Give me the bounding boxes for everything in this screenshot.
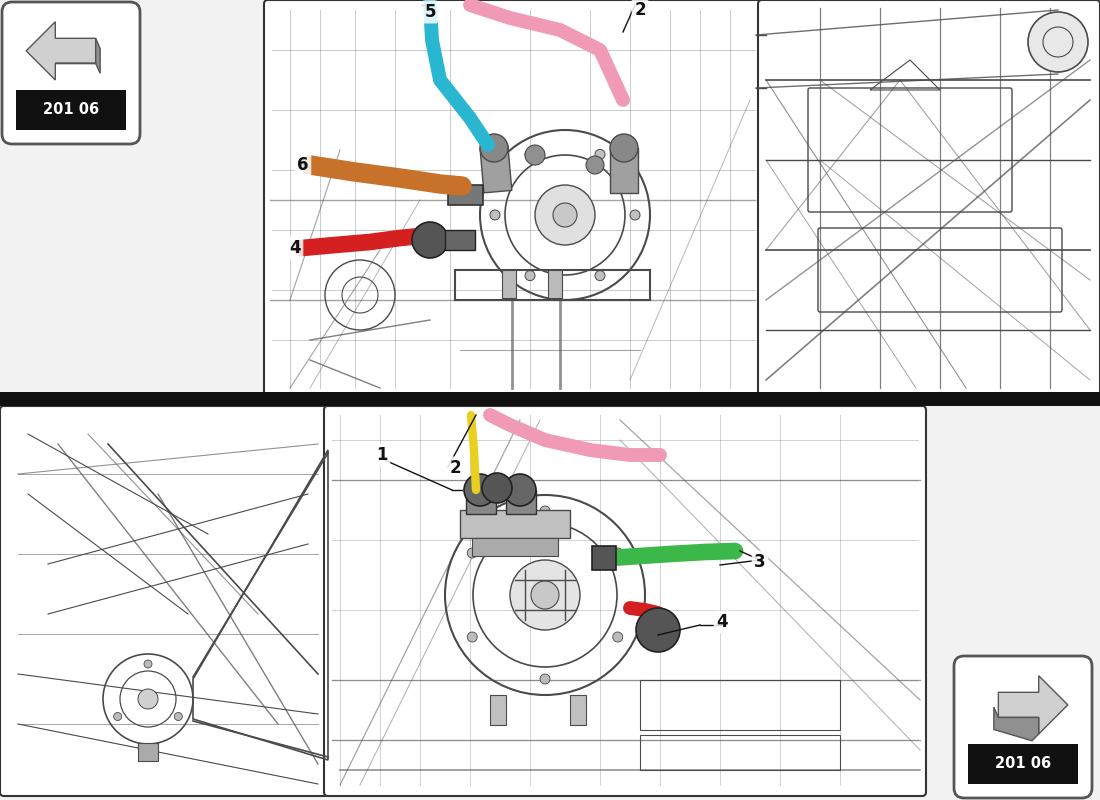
Circle shape (144, 660, 152, 668)
FancyBboxPatch shape (758, 0, 1100, 396)
Text: 6: 6 (297, 156, 309, 174)
Circle shape (525, 145, 544, 165)
Bar (548, 270, 562, 298)
Circle shape (540, 674, 550, 684)
Bar (446, 230, 475, 250)
Bar (490, 695, 506, 725)
Circle shape (504, 474, 536, 506)
Bar (592, 546, 616, 570)
Bar (0, 392, 1100, 406)
Circle shape (630, 210, 640, 220)
FancyBboxPatch shape (264, 0, 762, 396)
Circle shape (531, 581, 559, 609)
Text: 4: 4 (289, 239, 300, 257)
Text: 2: 2 (635, 1, 646, 19)
Bar (968, 744, 1078, 784)
Circle shape (138, 689, 158, 709)
Bar (640, 735, 840, 770)
Circle shape (595, 270, 605, 281)
Text: 4: 4 (716, 613, 728, 631)
Text: 201 06: 201 06 (43, 102, 99, 118)
Polygon shape (55, 38, 100, 74)
Bar (480, 146, 512, 193)
Circle shape (468, 548, 477, 558)
FancyBboxPatch shape (0, 406, 328, 796)
Polygon shape (26, 22, 96, 80)
Bar (640, 680, 840, 730)
Text: 201 06: 201 06 (994, 756, 1052, 771)
Circle shape (113, 713, 122, 721)
Bar (502, 270, 516, 298)
Circle shape (1028, 12, 1088, 72)
Polygon shape (994, 707, 1038, 741)
Circle shape (586, 156, 604, 174)
Text: 2: 2 (449, 459, 461, 477)
Circle shape (595, 150, 605, 159)
Bar (466, 490, 496, 514)
Text: 1: 1 (376, 446, 387, 464)
Circle shape (613, 548, 623, 558)
Bar (570, 695, 586, 725)
Circle shape (540, 506, 550, 516)
Circle shape (174, 713, 183, 721)
Circle shape (610, 134, 638, 162)
Circle shape (553, 203, 578, 227)
Text: 5: 5 (425, 3, 436, 21)
Polygon shape (999, 676, 1068, 734)
FancyBboxPatch shape (954, 656, 1092, 798)
FancyBboxPatch shape (324, 406, 926, 796)
Bar (16, 90, 126, 130)
Bar (506, 490, 536, 514)
Bar (610, 148, 638, 193)
Circle shape (525, 270, 535, 281)
Circle shape (490, 210, 500, 220)
Circle shape (613, 632, 623, 642)
Bar (138, 743, 158, 761)
Circle shape (468, 632, 477, 642)
FancyBboxPatch shape (2, 2, 140, 144)
Bar (448, 185, 483, 205)
Text: 3: 3 (755, 553, 766, 571)
Circle shape (464, 474, 496, 506)
Circle shape (636, 608, 680, 652)
Circle shape (480, 134, 508, 162)
Bar (460, 510, 570, 538)
Circle shape (525, 150, 535, 159)
Circle shape (412, 222, 448, 258)
Circle shape (510, 560, 580, 630)
Circle shape (535, 185, 595, 245)
Circle shape (482, 473, 512, 503)
Bar (472, 538, 558, 556)
